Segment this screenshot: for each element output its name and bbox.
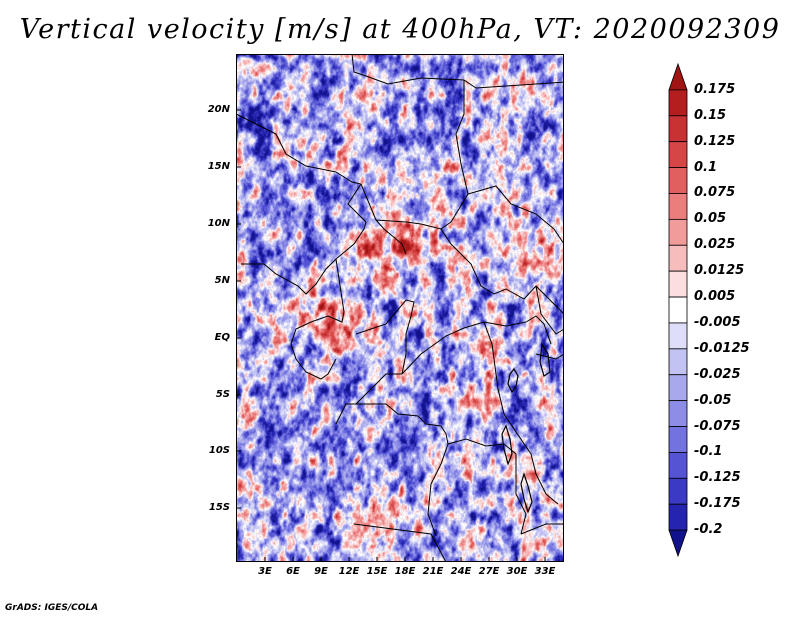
colorbar-segment (668, 322, 688, 350)
lon-label-12e: 12E (338, 566, 360, 577)
colorbar-segment (668, 193, 688, 220)
country-border (467, 185, 564, 245)
lat-label-10s: 10S (208, 445, 230, 456)
colorbar-label: -0.005 (694, 314, 741, 330)
colorbar-segment (668, 348, 688, 376)
lon-label-6e: 6E (286, 566, 300, 577)
colorbar-label: 0.125 (694, 133, 736, 149)
country-border (351, 54, 465, 165)
colorbar-segment (668, 477, 688, 505)
lat-label-15n: 15N (207, 161, 230, 172)
country-border (335, 163, 469, 230)
country-border (535, 353, 564, 360)
lon-label-18e: 18E (394, 566, 416, 577)
colorbar-segment (668, 115, 688, 143)
colorbar-label: -0.175 (694, 496, 741, 512)
colorbar-segment (668, 452, 688, 479)
country-border (290, 258, 345, 380)
country-border (440, 228, 564, 315)
colorbar-label: -0.05 (694, 392, 732, 408)
lon-label-21e: 21E (422, 566, 444, 577)
colorbar-label: -0.125 (694, 470, 741, 486)
chart-title: Vertical velocity [m/s] at 400hPa, VT: 2… (19, 14, 781, 45)
colorbar-top-triangle (668, 62, 688, 91)
colorbar-label: -0.2 (694, 522, 723, 538)
country-border (447, 438, 527, 535)
colorbar-segment (668, 296, 688, 324)
colorbar-label: 0.075 (694, 185, 736, 201)
colorbar-segment (668, 400, 688, 427)
colorbar-label: -0.025 (694, 366, 741, 382)
colorbar-label: 0.0125 (694, 263, 745, 279)
colorbar-bottom-triangle (668, 529, 688, 558)
lake-outline (507, 367, 519, 394)
lon-label-33e: 33E (534, 566, 556, 577)
colorbar-label: -0.075 (694, 418, 741, 434)
lake-outline (520, 472, 533, 514)
country-borders-overlay (236, 54, 564, 562)
country-border (535, 285, 564, 335)
lon-label-3e: 3E (258, 566, 272, 577)
colorbar-label: 0.05 (694, 211, 727, 227)
colorbar-label: 0.1 (694, 159, 718, 175)
grads-credit: GrADS: IGES/COLA (5, 603, 99, 613)
colorbar-label: 0.175 (694, 81, 736, 97)
colorbar-segment (668, 167, 688, 194)
lat-label-5s: 5S (215, 389, 230, 400)
lon-label-30e: 30E (506, 566, 528, 577)
colorbar-label: -0.0125 (694, 340, 750, 356)
colorbar-segment (668, 89, 688, 117)
lat-label-20n: 20N (207, 104, 230, 115)
lat-label-10n: 10N (207, 218, 230, 229)
lat-label-5n: 5N (214, 275, 230, 286)
country-border (375, 219, 407, 255)
lon-label-24e: 24E (450, 566, 472, 577)
lake-outline (539, 342, 551, 377)
colorbar-segment (668, 426, 688, 453)
lon-label-15e: 15E (366, 566, 388, 577)
country-border (335, 183, 367, 260)
lat-label-15s: 15S (208, 502, 230, 513)
colorbar-label: 0.005 (694, 289, 736, 305)
country-border (346, 403, 449, 537)
map-panel (236, 54, 564, 562)
colorbar-segment (668, 218, 688, 246)
lon-label-27e: 27E (478, 566, 500, 577)
lon-label-9e: 9E (314, 566, 328, 577)
country-border (483, 321, 559, 505)
country-border (525, 315, 552, 345)
colorbar-segment (668, 503, 688, 531)
map-frame (236, 54, 564, 562)
colorbar-label: 0.025 (694, 237, 736, 253)
vertical-velocity-field (236, 54, 564, 562)
country-border (520, 523, 564, 535)
colorbar (668, 62, 688, 558)
country-border (335, 373, 402, 425)
country-border (401, 321, 527, 375)
colorbar-label: 0.15 (694, 107, 727, 123)
country-border (236, 113, 337, 173)
colorbar-segment (668, 141, 688, 168)
lake-outline (501, 424, 513, 466)
country-border (463, 79, 564, 89)
country-border (353, 523, 447, 562)
colorbar-segment (668, 270, 688, 298)
colorbar-label: -0.1 (694, 444, 723, 460)
country-border (355, 299, 415, 375)
colorbar-segment (668, 374, 688, 402)
lat-label-eq: EQ (214, 332, 230, 343)
country-border (241, 258, 337, 295)
colorbar-segment (668, 244, 688, 272)
